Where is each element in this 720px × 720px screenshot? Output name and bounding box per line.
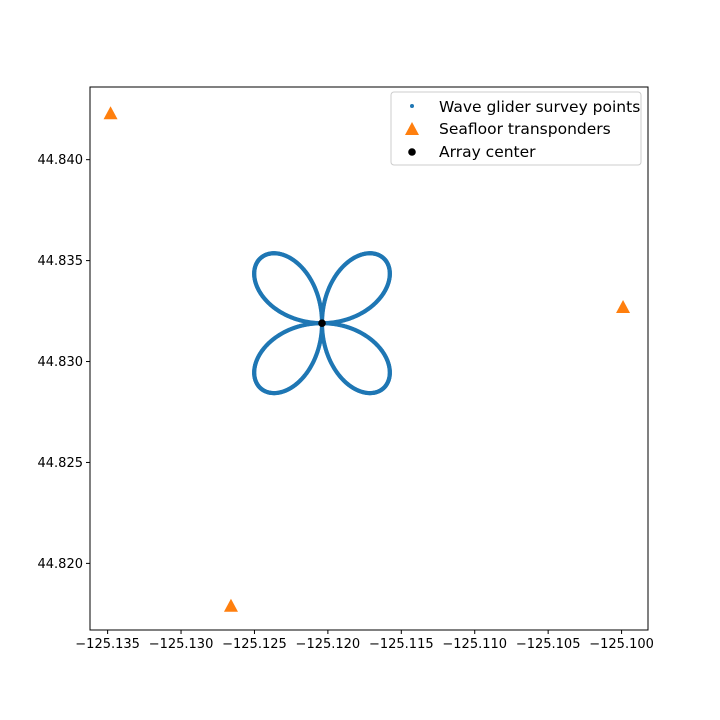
legend-box (390, 91, 642, 166)
plot-marks (103, 106, 631, 612)
x-tick-label: −125.100 (589, 637, 654, 652)
y-tick-label: 44.830 (38, 355, 84, 370)
y-tick-label: 44.820 (38, 557, 84, 572)
x-tick-label: −125.125 (222, 637, 287, 652)
x-tick-label: −125.115 (369, 637, 434, 652)
legend-marker-transponder (405, 122, 419, 135)
y-tick-label: 44.840 (38, 153, 84, 168)
plot-frame (89, 86, 649, 631)
legend: Wave glider survey points Seafloor trans… (390, 91, 642, 166)
transponder-marker-1 (103, 106, 118, 120)
x-tick-label: −125.105 (516, 637, 581, 652)
legend-label-center: Array center (439, 143, 536, 161)
legend-marker-survey (410, 104, 414, 108)
y-tick-label: 44.825 (38, 456, 84, 471)
x-tick-label: −125.110 (442, 637, 507, 652)
array-center-marker (318, 319, 326, 327)
legend-label-survey: Wave glider survey points (439, 98, 640, 116)
x-axis: −125.135 −125.130 −125.125 −125.120 −125.115… (75, 630, 654, 652)
transponder-marker-3 (223, 598, 238, 612)
transponder-marker-2 (616, 300, 631, 314)
legend-label-transponder: Seafloor transponders (439, 120, 611, 138)
y-axis: 44.820 44.825 44.830 44.835 44.840 (38, 153, 90, 572)
legend-marker-center (408, 148, 416, 156)
x-tick-label: −125.120 (296, 637, 361, 652)
y-tick-label: 44.835 (38, 254, 84, 269)
x-tick-label: −125.135 (75, 637, 140, 652)
x-tick-label: −125.130 (149, 637, 214, 652)
